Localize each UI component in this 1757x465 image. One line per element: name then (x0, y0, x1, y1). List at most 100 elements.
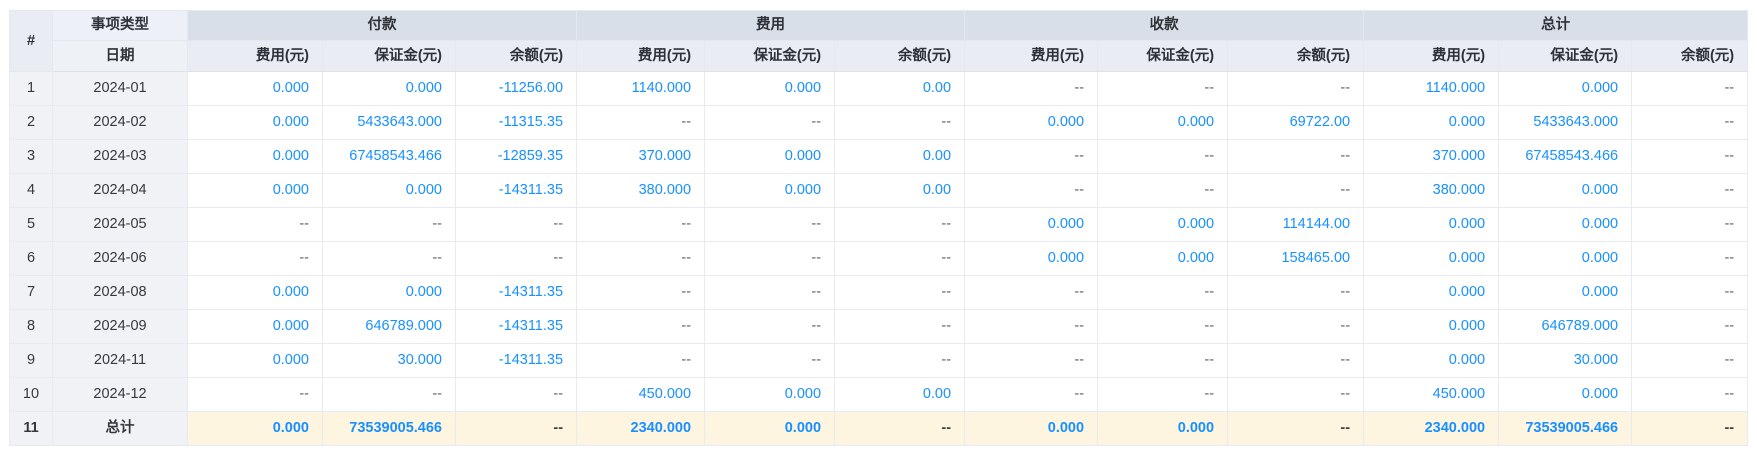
table-row: 6 2024-06 -- -- -- -- -- -- 0.000 0.000 158465.00 0… (9, 241, 1749, 276)
row-index-cell: 4 (9, 173, 53, 208)
payment-deposit-header: 保证金(元) (322, 40, 456, 72)
value-cell: -- (704, 241, 836, 276)
value-cell: 0.000 (187, 71, 323, 106)
value-cell: -- (1631, 343, 1749, 378)
value-cell: 0.000 (964, 411, 1099, 446)
table-header: # 事项类型 付款 费用 收款 总计 日期 费用(元) 保证金(元) 余额(元)… (9, 10, 1749, 72)
value-cell: 1140.000 (1363, 71, 1500, 106)
group-header-receipt: 收款 (964, 10, 1365, 41)
group-header-payment: 付款 (186, 10, 578, 41)
ledger-table: # 事项类型 付款 费用 收款 总计 日期 费用(元) 保证金(元) 余额(元)… (9, 10, 1749, 446)
value-cell: -- (454, 411, 578, 446)
value-cell: -12859.35 (454, 139, 578, 174)
date-cell: 2024-12 (52, 377, 188, 412)
value-cell: 2340.000 (576, 411, 706, 446)
table-row: 4 2024-04 0.000 0.000 -14311.35 380.000 0.000 0… (9, 173, 1749, 208)
value-cell: -- (1097, 173, 1229, 208)
table-row: 1 2024-01 0.000 0.000 -11256.00 1140.000 0.000… (9, 71, 1749, 106)
value-cell: 380.000 (1363, 173, 1500, 208)
value-cell: -- (834, 275, 966, 310)
value-cell: 1140.000 (576, 71, 706, 106)
row-index-cell: 7 (9, 275, 53, 310)
value-cell: 0.000 (322, 275, 456, 310)
value-cell: 0.00 (834, 139, 966, 174)
value-cell: -- (964, 139, 1099, 174)
value-cell: 0.000 (1498, 275, 1633, 310)
value-cell: -- (576, 241, 706, 276)
date-cell: 2024-03 (52, 139, 188, 174)
total-label-cell: 总计 (52, 411, 188, 446)
total-balance-header: 余额(元) (1631, 40, 1749, 72)
value-cell: -- (576, 207, 706, 242)
value-cell: -- (454, 207, 578, 242)
value-cell: 73539005.466 (1498, 411, 1633, 446)
value-cell: -- (1097, 343, 1229, 378)
value-cell: -- (322, 207, 456, 242)
expense-fee-header: 费用(元) (576, 40, 706, 72)
value-cell: 0.000 (1498, 377, 1633, 412)
index-column-header: # (9, 10, 53, 72)
date-cell: 2024-02 (52, 105, 188, 140)
group-header-total: 总计 (1363, 10, 1749, 41)
value-cell: -- (576, 275, 706, 310)
value-cell: -- (454, 377, 578, 412)
value-cell: 0.000 (704, 173, 836, 208)
value-cell: 646789.000 (322, 309, 456, 344)
row-index-cell: 3 (9, 139, 53, 174)
value-cell: -14311.35 (454, 275, 578, 310)
value-cell: 0.000 (1498, 241, 1633, 276)
value-cell: 5433643.000 (1498, 105, 1633, 140)
row-index-cell: 5 (9, 207, 53, 242)
value-cell: 67458543.466 (1498, 139, 1633, 174)
date-cell: 2024-06 (52, 241, 188, 276)
value-cell: -- (454, 241, 578, 276)
value-cell: 0.000 (322, 71, 456, 106)
receipt-deposit-header: 保证金(元) (1097, 40, 1229, 72)
value-cell: 0.000 (1363, 343, 1500, 378)
value-cell: 0.000 (187, 105, 323, 140)
expense-balance-header: 余额(元) (834, 40, 966, 72)
total-fee-header: 费用(元) (1363, 40, 1500, 72)
value-cell: 30.000 (322, 343, 456, 378)
row-index-cell: 2 (9, 105, 53, 140)
value-cell: 114144.00 (1227, 207, 1365, 242)
value-cell: -- (1631, 377, 1749, 412)
value-cell: -- (834, 105, 966, 140)
row-index-cell: 6 (9, 241, 53, 276)
value-cell: -- (1227, 309, 1365, 344)
value-cell: -- (834, 241, 966, 276)
value-cell: 0.00 (834, 377, 966, 412)
value-cell: 0.000 (1363, 207, 1500, 242)
value-cell: -- (964, 275, 1099, 310)
value-cell: 0.000 (187, 173, 323, 208)
value-cell: -- (1631, 105, 1749, 140)
value-cell: 0.000 (964, 105, 1099, 140)
date-cell: 2024-09 (52, 309, 188, 344)
value-cell: -- (1227, 275, 1365, 310)
sub-header-row: 日期 费用(元) 保证金(元) 余额(元) 费用(元) 保证金(元) 余额(元)… (10, 40, 1749, 72)
value-cell: -- (834, 207, 966, 242)
value-cell: -- (576, 105, 706, 140)
value-cell: 370.000 (576, 139, 706, 174)
value-cell: 0.000 (1498, 207, 1633, 242)
date-cell: 2024-01 (52, 71, 188, 106)
value-cell: 0.000 (704, 139, 836, 174)
value-cell: -- (187, 241, 323, 276)
value-cell: -- (1631, 173, 1749, 208)
value-cell: -- (187, 377, 323, 412)
value-cell: -- (834, 343, 966, 378)
value-cell: 0.000 (1363, 275, 1500, 310)
value-cell: -- (704, 343, 836, 378)
value-cell: -- (1631, 207, 1749, 242)
value-cell: 0.000 (1097, 207, 1229, 242)
table-row: 2 2024-02 0.000 5433643.000 -11315.35 -- -- -- 0… (9, 105, 1749, 140)
value-cell: 0.000 (1363, 309, 1500, 344)
value-cell: 370.000 (1363, 139, 1500, 174)
value-cell: -14311.35 (454, 173, 578, 208)
receipt-balance-header: 余额(元) (1227, 40, 1365, 72)
value-cell: -- (576, 343, 706, 378)
value-cell: 0.000 (704, 377, 836, 412)
value-cell: 0.000 (1097, 411, 1229, 446)
value-cell: -- (322, 241, 456, 276)
total-row: 11 总计 0.000 73539005.466 -- 2340.000 0.000 -- 0.… (9, 411, 1749, 446)
